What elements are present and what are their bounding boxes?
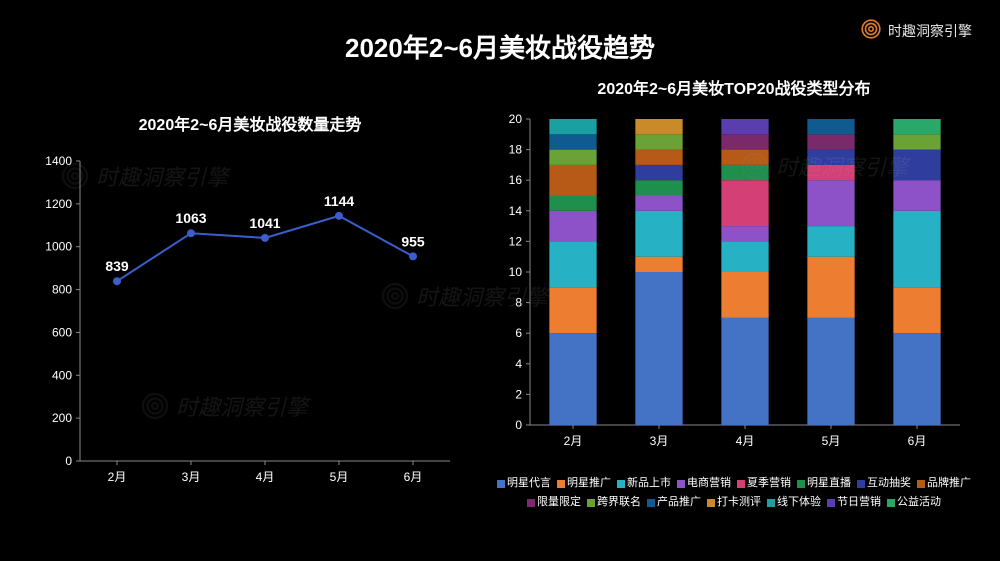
legend-swatch — [857, 480, 865, 488]
legend-swatch — [497, 480, 505, 488]
svg-text:14: 14 — [509, 204, 523, 218]
svg-text:10: 10 — [509, 265, 523, 279]
svg-text:6: 6 — [515, 326, 522, 340]
legend-item: 跨界联名 — [587, 495, 641, 510]
legend-swatch — [587, 499, 595, 507]
svg-text:0: 0 — [515, 418, 522, 432]
svg-text:839: 839 — [105, 258, 129, 274]
legend-label: 节日营销 — [837, 495, 881, 510]
svg-text:955: 955 — [401, 233, 425, 249]
legend-item: 明星代言 — [497, 476, 551, 491]
legend-swatch — [797, 480, 805, 488]
svg-text:0: 0 — [65, 454, 72, 468]
legend-swatch — [557, 480, 565, 488]
brand-text: 时趣洞察引擎 — [888, 21, 972, 41]
legend-swatch — [617, 480, 625, 488]
page-title: 2020年2~6月美妆战役趋势 — [30, 28, 970, 65]
slide: 时趣洞察引擎 2020年2~6月美妆战役趋势 2020年2~6月美妆战役数量走势… — [0, 0, 1000, 561]
svg-text:4: 4 — [515, 357, 522, 371]
legend-label: 明星代言 — [507, 476, 551, 491]
brand-badge: 时趣洞察引擎 — [860, 18, 972, 43]
legend-label: 新品上市 — [627, 476, 671, 491]
legend-item: 公益活动 — [887, 495, 941, 510]
svg-text:1200: 1200 — [45, 197, 72, 211]
legend-label: 打卡测评 — [717, 495, 761, 510]
svg-text:1063: 1063 — [175, 210, 206, 226]
svg-text:3月: 3月 — [650, 434, 669, 448]
legend-swatch — [647, 499, 655, 507]
svg-text:4月: 4月 — [736, 434, 755, 448]
legend-item: 产品推广 — [647, 495, 701, 510]
svg-text:800: 800 — [52, 283, 72, 297]
legend-label: 限量限定 — [537, 495, 581, 510]
line-chart: 0 200 400 600 800 1000 1200 1400 2月 3月 4月 5月 6月 839 10… — [30, 141, 470, 501]
svg-text:1041: 1041 — [249, 215, 280, 231]
stacked-chart-panel: 2020年2~6月美妆TOP20战役类型分布 0 2 4 6 8 10 12 14 16 18 20… — [494, 75, 974, 511]
svg-text:16: 16 — [509, 173, 523, 187]
legend-item: 互动抽奖 — [857, 476, 911, 491]
legend-label: 明星直播 — [807, 476, 851, 491]
svg-text:1400: 1400 — [45, 154, 72, 168]
brand-logo-icon — [860, 18, 882, 43]
legend-item: 明星直播 — [797, 476, 851, 491]
legend-item: 明星推广 — [557, 476, 611, 491]
legend-swatch — [827, 499, 835, 507]
svg-text:3月: 3月 — [182, 470, 201, 484]
charts-row: 2020年2~6月美妆战役数量走势 0200400600800100012001… — [30, 75, 970, 511]
legend-swatch — [917, 480, 925, 488]
svg-text:4月: 4月 — [256, 470, 275, 484]
legend-label: 线下体验 — [777, 495, 821, 510]
legend-item: 夏季营销 — [737, 476, 791, 491]
svg-text:6月: 6月 — [404, 470, 423, 484]
stacked-chart-legend: 明星代言 明星推广 新品上市 电商营销 夏季营销 明星直播 互动抽奖 品牌推广限量限定 跨界联名… — [494, 476, 974, 511]
legend-swatch — [677, 480, 685, 488]
svg-text:2月: 2月 — [108, 470, 127, 484]
line-chart-panel: 2020年2~6月美妆战役数量走势 0 200 400 600 800 1000 1200 1… — [30, 75, 470, 511]
legend-item: 节日营销 — [827, 495, 881, 510]
legend-item: 限量限定 — [527, 495, 581, 510]
svg-text:2月: 2月 — [564, 434, 583, 448]
legend-swatch — [707, 499, 715, 507]
legend-label: 品牌推广 — [927, 476, 971, 491]
legend-swatch — [737, 480, 745, 488]
legend-label: 明星推广 — [567, 476, 611, 491]
line-chart-title: 2020年2~6月美妆战役数量走势 — [30, 111, 470, 135]
legend-label: 跨界联名 — [597, 495, 641, 510]
legend-swatch — [887, 499, 895, 507]
legend-label: 公益活动 — [897, 495, 941, 510]
stacked-chart-title: 2020年2~6月美妆TOP20战役类型分布 — [494, 75, 974, 99]
legend-label: 夏季营销 — [747, 476, 791, 491]
svg-text:5月: 5月 — [822, 434, 841, 448]
legend-swatch — [527, 499, 535, 507]
svg-text:20: 20 — [509, 112, 523, 126]
svg-text:200: 200 — [52, 411, 72, 425]
stacked-chart: 0 2 4 6 8 10 12 14 16 18 20 2月 3月 4月 5月 6月 — [494, 105, 974, 465]
svg-text:18: 18 — [509, 143, 523, 157]
legend-item: 品牌推广 — [917, 476, 971, 491]
legend-label: 互动抽奖 — [867, 476, 911, 491]
legend-item: 线下体验 — [767, 495, 821, 510]
legend-label: 产品推广 — [657, 495, 701, 510]
legend-swatch — [767, 499, 775, 507]
legend-item: 打卡测评 — [707, 495, 761, 510]
legend-label: 电商营销 — [687, 476, 731, 491]
svg-text:5月: 5月 — [330, 470, 349, 484]
svg-text:12: 12 — [509, 234, 523, 248]
svg-text:2: 2 — [515, 387, 522, 401]
svg-text:400: 400 — [52, 368, 72, 382]
svg-text:1144: 1144 — [324, 193, 355, 209]
svg-text:6月: 6月 — [908, 434, 927, 448]
svg-text:8: 8 — [515, 296, 522, 310]
legend-item: 电商营销 — [677, 476, 731, 491]
svg-text:600: 600 — [52, 325, 72, 339]
svg-text:1000: 1000 — [45, 240, 72, 254]
legend-item: 新品上市 — [617, 476, 671, 491]
